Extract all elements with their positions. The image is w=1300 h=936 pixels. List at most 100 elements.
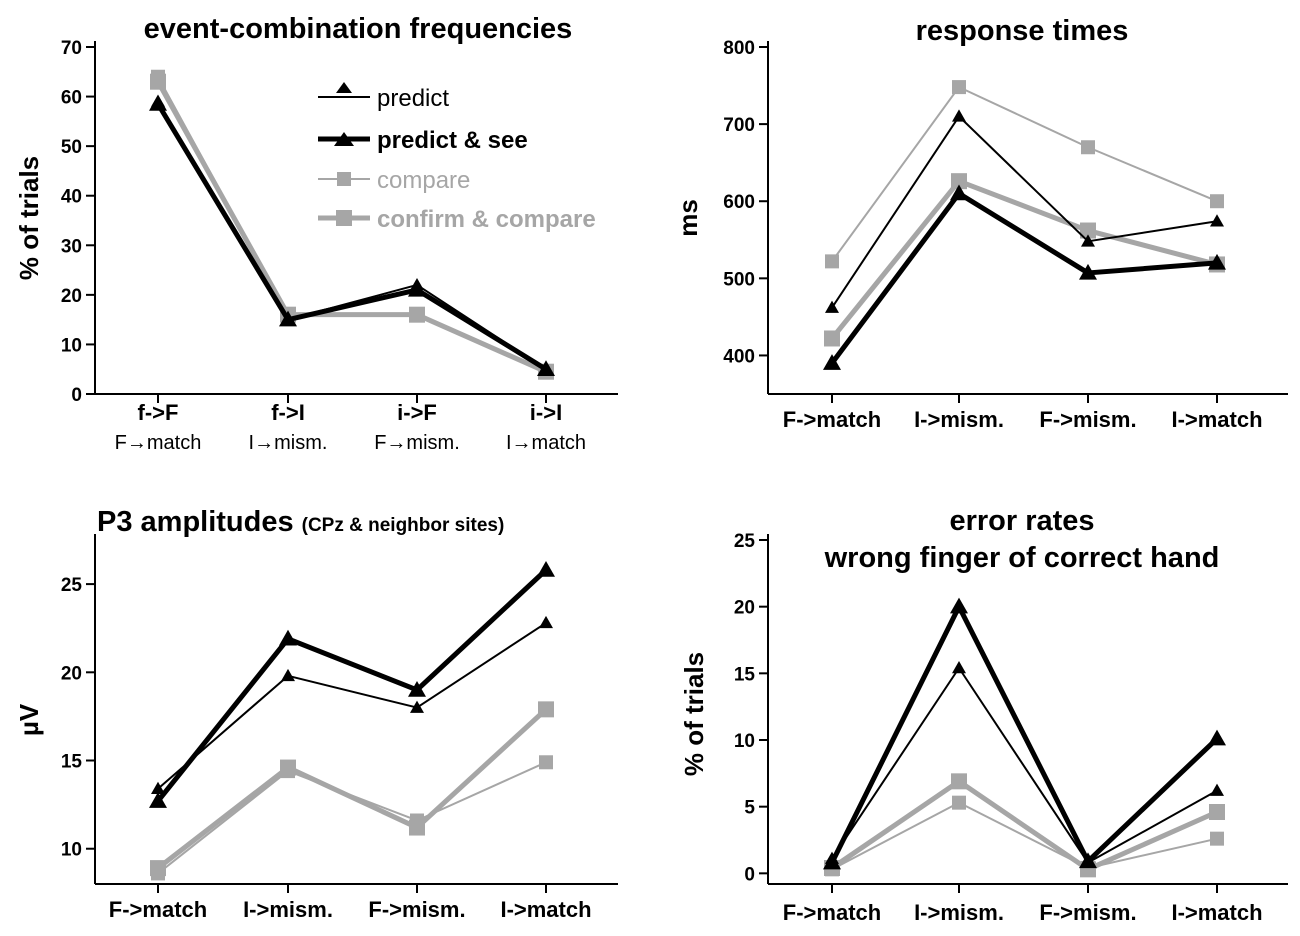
x-tick-label: I->mism. xyxy=(243,897,333,922)
y-tick-label: 70 xyxy=(61,38,82,59)
data-point xyxy=(539,615,553,629)
series-predict-and-see xyxy=(149,95,555,376)
panel-p3: P3 amplitudes (CPz & neighbor sites) µV 1… xyxy=(14,506,618,922)
data-point xyxy=(824,330,840,347)
data-point xyxy=(825,254,839,269)
y-axis-label: % of trials xyxy=(679,652,709,776)
series-line xyxy=(156,707,548,871)
x-tick-label: F->mism. xyxy=(1039,407,1136,432)
y-tick-label: 40 xyxy=(61,187,82,208)
data-point xyxy=(537,560,555,577)
chart-title-suffix: (CPz & neighbor sites) xyxy=(302,515,505,536)
data-point xyxy=(1210,194,1224,209)
data-point xyxy=(952,109,966,122)
data-point xyxy=(538,701,554,718)
x-tick-label: I->match xyxy=(500,897,591,922)
data-point xyxy=(408,680,426,697)
plot-area: 400 500 600 700 800 F->match I->mism. F->mism. I… xyxy=(723,38,1288,432)
series-line xyxy=(155,80,548,374)
data-point xyxy=(409,306,425,323)
legend: predict predict & see compare confirm & … xyxy=(318,82,596,233)
y-tick-label: 20 xyxy=(61,663,82,684)
series-line xyxy=(831,667,1218,864)
legend-label: predict & see xyxy=(377,127,528,154)
data-point xyxy=(149,95,167,111)
data-point xyxy=(952,661,966,674)
data-point xyxy=(1209,804,1225,820)
x-tick-label: F->mism. xyxy=(1039,900,1136,925)
plot-area: 0 10 20 30 40 50 60 70 f->F F→match f->I I→mism. i->… xyxy=(61,38,618,454)
y-tick-label: 700 xyxy=(723,115,755,136)
legend-label: compare xyxy=(377,167,470,194)
data-point xyxy=(408,280,426,297)
y-tick-label: 50 xyxy=(61,137,82,158)
legend-item-predict-and-see: predict & see xyxy=(318,127,528,154)
data-point xyxy=(1081,140,1095,155)
y-tick-label: 5 xyxy=(744,798,755,819)
data-point xyxy=(150,860,166,877)
y-tick-label: 30 xyxy=(61,236,82,257)
y-tick-label: 0 xyxy=(71,385,82,406)
data-point xyxy=(280,759,296,776)
series-line xyxy=(831,86,1218,262)
y-tick-label: 25 xyxy=(734,531,756,552)
y-tick-label: 10 xyxy=(61,335,82,356)
x-tick-label: I->match xyxy=(1171,900,1262,925)
series-line xyxy=(829,604,1219,864)
series-predict-and-see xyxy=(823,597,1226,870)
series-line xyxy=(831,115,1218,309)
series-line xyxy=(830,778,1219,872)
x-tick-label-secondary: I→mism. xyxy=(249,432,328,454)
x-tick-label: i->F xyxy=(397,400,437,425)
series-confirm-and-compare xyxy=(824,173,1225,347)
y-axis-label: µV xyxy=(14,703,44,736)
chart-title: response times xyxy=(916,15,1129,47)
series-line xyxy=(157,622,547,790)
x-tick-label: F->match xyxy=(783,407,881,432)
series-line xyxy=(831,801,1218,871)
series-predict-and-see xyxy=(149,560,555,808)
data-point xyxy=(950,184,968,201)
data-point xyxy=(149,792,167,808)
panel-freq: event-combination frequencies % of trial… xyxy=(14,13,618,454)
series-line xyxy=(156,568,548,803)
legend-marker xyxy=(334,132,354,146)
data-point xyxy=(823,853,841,870)
y-tick-label: 600 xyxy=(723,192,755,213)
y-tick-label: 10 xyxy=(61,840,82,861)
chart-title: error rates xyxy=(949,505,1094,537)
data-point xyxy=(823,354,841,370)
y-axis-label: ms xyxy=(673,199,703,237)
series-predict xyxy=(151,615,553,794)
data-point xyxy=(279,310,297,327)
x-tick-label-secondary: F→mism. xyxy=(374,432,460,454)
y-tick-label: 60 xyxy=(61,88,82,109)
y-tick-label: 800 xyxy=(723,38,755,59)
legend-marker xyxy=(336,82,352,93)
x-tick-label: I->match xyxy=(1171,407,1262,432)
y-tick-label: 500 xyxy=(723,269,755,290)
data-point xyxy=(825,300,839,313)
y-tick-label: 400 xyxy=(723,346,755,367)
data-point xyxy=(952,795,966,810)
data-point xyxy=(1080,222,1096,239)
data-point xyxy=(950,597,968,614)
series-line xyxy=(155,102,548,372)
data-point xyxy=(1208,729,1226,746)
data-point xyxy=(537,360,555,376)
data-point xyxy=(281,668,295,682)
legend-label: confirm & compare xyxy=(377,206,596,233)
y-tick-label: 15 xyxy=(734,664,756,685)
data-point xyxy=(1079,852,1097,869)
x-tick-label-secondary: F→match xyxy=(115,432,202,454)
series-compare xyxy=(151,755,553,881)
data-point xyxy=(1081,234,1095,247)
x-tick-label: I->mism. xyxy=(914,900,1004,925)
y-tick-label: 20 xyxy=(734,598,755,619)
chart-title: event-combination frequencies xyxy=(144,13,573,45)
series-confirm-and-compare xyxy=(150,701,554,877)
x-tick-label: F->mism. xyxy=(368,897,465,922)
data-point xyxy=(952,80,966,95)
series-predict xyxy=(825,109,1224,313)
x-tick-label: f->F xyxy=(138,400,179,425)
